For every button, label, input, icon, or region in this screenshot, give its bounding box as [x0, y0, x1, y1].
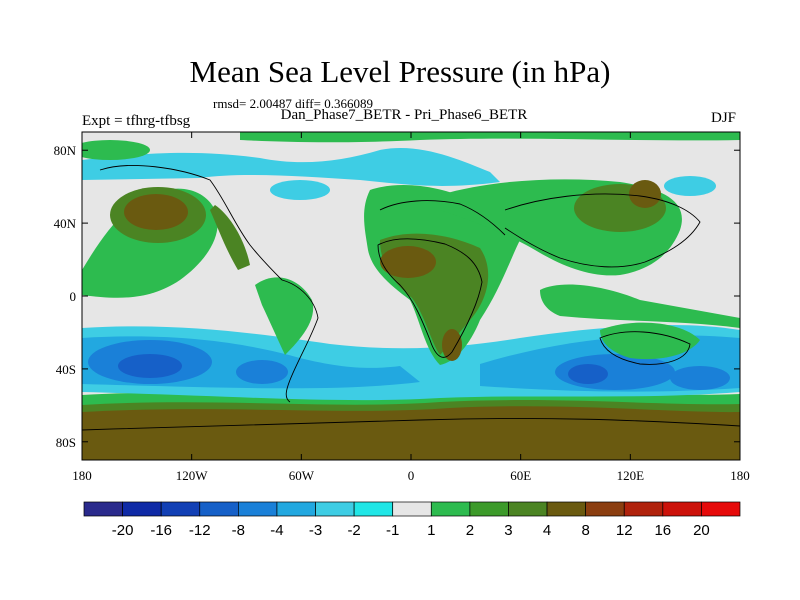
x-tick-label: 180 — [730, 468, 750, 483]
colorbar-label: 1 — [427, 522, 435, 539]
colorbar-label: -1 — [386, 522, 399, 539]
colorbar-swatch — [430, 501, 471, 517]
map-field — [82, 132, 740, 460]
x-tick-label: 180 — [72, 468, 92, 483]
colorbar-swatch — [238, 501, 278, 517]
colorbar-label: 4 — [543, 522, 551, 539]
antarctic-band-inner — [82, 406, 740, 460]
y-tick-label: 80N — [54, 143, 77, 158]
coast-north-america — [99, 165, 283, 281]
colorbar-swatch — [662, 501, 702, 517]
colorbar-label: 3 — [504, 522, 512, 539]
experiment-label: Expt = tfhrg-tfbsg — [82, 113, 191, 129]
coast-asia — [504, 193, 701, 268]
chart-title: Mean Sea Level Pressure (in hPa) — [189, 54, 611, 89]
coast-australia — [599, 331, 691, 365]
x-tick-label: 60E — [510, 468, 531, 483]
north-america-west-positive — [210, 205, 250, 270]
colorbar-swatch — [276, 501, 316, 517]
chart-subtitle: Dan_Phase7_BETR - Pri_Phase6_BETR — [280, 107, 528, 123]
pacific-negative-east — [664, 176, 716, 196]
colorbar-label: -20 — [112, 522, 134, 539]
tasman-low — [670, 366, 730, 390]
siberian-high-core — [629, 180, 661, 208]
colorbar-label: 12 — [616, 522, 633, 539]
arctic-negative-west — [82, 148, 500, 186]
y-tick-label: 0 — [70, 289, 77, 304]
colorbar-label: -8 — [232, 522, 245, 539]
arctic-green-strip — [240, 132, 740, 143]
y-tick-label: 40S — [56, 362, 76, 377]
atlantic-negative — [270, 180, 330, 200]
south-atlantic-low — [236, 360, 288, 384]
season-label: DJF — [711, 110, 737, 126]
coastlines — [82, 165, 740, 431]
x-tick-label: 120E — [617, 468, 645, 483]
colorbar-label: 8 — [581, 522, 589, 539]
colorbar-swatch — [508, 501, 548, 517]
stats-line: rmsd= 2.00487 diff= 0.366089 — [213, 96, 373, 111]
africa-positive-core-south — [442, 329, 462, 361]
colorbar-swatch — [623, 501, 664, 517]
colorbar-swatch — [315, 501, 355, 517]
colorbar-label: 16 — [654, 522, 671, 539]
colorbar-swatch — [546, 501, 586, 517]
south-america-positive — [255, 277, 314, 355]
colorbar-label: 2 — [466, 522, 474, 539]
x-tick-label: 120W — [176, 468, 209, 483]
y-tick-label: 80S — [56, 435, 76, 450]
colorbar-label: -12 — [189, 522, 211, 539]
maritime-continent-positive — [540, 284, 740, 328]
colorbar-label: -4 — [270, 522, 283, 539]
colorbar-swatch — [199, 501, 239, 517]
colorbar-swatch — [585, 501, 625, 517]
africa-positive-core-north — [380, 246, 436, 278]
colorbar-swatch — [392, 501, 432, 517]
x-axis: 180 120W 60W 0 60E 120E 180 — [72, 132, 750, 483]
colorbar-label: 20 — [693, 522, 710, 539]
indian-ocean-low-core — [568, 364, 608, 384]
colorbar-swatch — [122, 501, 162, 517]
colorbar-label: -3 — [309, 522, 322, 539]
coast-africa — [377, 238, 483, 358]
colorbar-label: -2 — [347, 522, 360, 539]
coast-europe — [379, 200, 506, 236]
colorbar-label: -16 — [150, 522, 172, 539]
colorbar-swatch — [469, 501, 509, 517]
north-pacific-high-core — [124, 194, 188, 230]
colorbar-swatch — [83, 501, 123, 517]
coast-south-america — [281, 279, 319, 403]
colorbar-swatch — [353, 501, 394, 517]
colorbar: -20 -16 -12 -8 -4 -3 -2 -1 1 2 3 4 8 12 16 20 — [83, 501, 741, 539]
x-tick-label: 60W — [289, 468, 315, 483]
y-axis: 80N 40N 0 40S 80S — [54, 143, 740, 450]
south-pacific-low-core — [118, 354, 182, 378]
y-tick-label: 40N — [54, 216, 77, 231]
colorbar-swatch — [160, 501, 201, 517]
arctic-green-west — [82, 140, 150, 160]
colorbar-swatch — [701, 501, 741, 517]
coast-antarctica — [82, 417, 740, 431]
x-tick-label: 0 — [408, 468, 415, 483]
australia-positive — [600, 322, 700, 360]
